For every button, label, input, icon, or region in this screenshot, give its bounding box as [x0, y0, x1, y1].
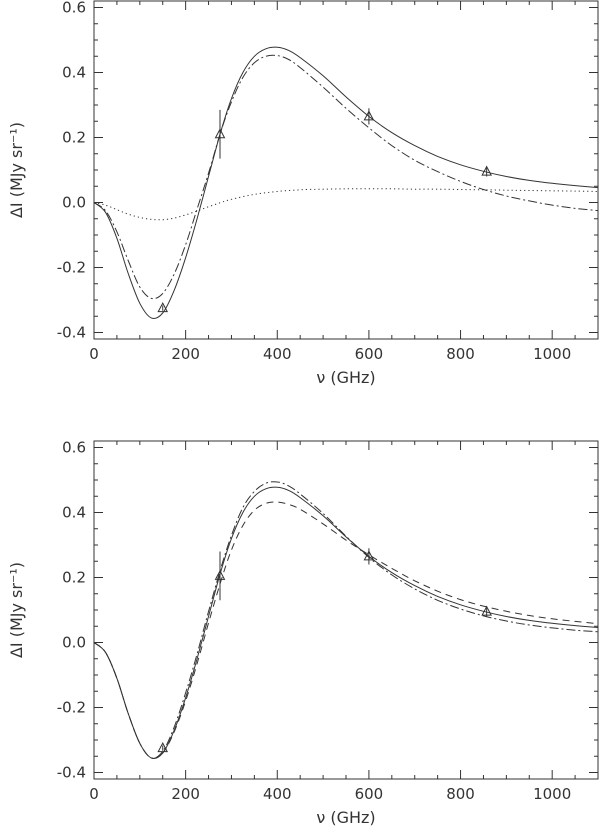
plot-frame: [93, 440, 599, 780]
x-tick-label: 1000: [533, 345, 571, 363]
y-tick-label: 0.6: [62, 0, 86, 17]
y-axis-label: ΔI (MJy sr⁻¹): [7, 562, 26, 658]
y-tick-label: 0.4: [62, 504, 86, 522]
x-tick-label: 400: [263, 785, 292, 803]
y-tick-label: -0.2: [57, 259, 86, 277]
data-point-triangle: [157, 302, 169, 313]
x-tick-label: 200: [171, 785, 200, 803]
y-tick-label: 0.6: [62, 439, 86, 457]
series-line-dash-dot: [94, 481, 598, 759]
x-tick-label: 200: [171, 345, 200, 363]
x-tick-label: 0: [89, 345, 99, 363]
x-tick-label: 1000: [533, 785, 571, 803]
y-tick-label: 0.0: [62, 634, 86, 652]
y-tick-label: 0.2: [62, 569, 86, 587]
plot-frame: [93, 0, 599, 340]
x-tick-label: 600: [355, 785, 384, 803]
x-axis-label: ν (GHz): [316, 368, 375, 387]
y-tick-label: 0.0: [62, 194, 86, 212]
y-tick-label: -0.4: [57, 324, 86, 342]
series-line-dotted: [94, 188, 598, 221]
y-tick-label: 0.2: [62, 129, 86, 147]
bottom-panel: 0 200 400 600 800 1000 -0.4 -0.2 0.0 0.2 0.4 0.6 ν (…: [7, 439, 599, 827]
data-point-triangle: [214, 569, 226, 580]
x-tick-label: 0: [89, 785, 99, 803]
series-line-solid: [94, 486, 598, 759]
y-tick-label: -0.4: [57, 764, 86, 782]
y-axis-label: ΔI (MJy sr⁻¹): [7, 122, 26, 218]
y-tick-label: 0.4: [62, 64, 86, 82]
data-point-triangle: [363, 110, 375, 121]
x-tick-label: 800: [446, 345, 475, 363]
x-tick-label: 400: [263, 345, 292, 363]
x-tick-label: 600: [355, 345, 384, 363]
data-point-triangle: [157, 742, 169, 753]
data-point-triangle: [481, 605, 492, 616]
data-point-triangle: [481, 165, 492, 176]
series-line-dashed: [94, 501, 598, 759]
top-panel: 0 200 400 600 800 1000 -0.4 -0.2 0.0 0.2 0.4 0.6 ν (…: [7, 0, 599, 387]
x-tick-label: 800: [446, 785, 475, 803]
x-axis-label: ν (GHz): [316, 808, 375, 827]
data-point-triangle: [214, 128, 226, 139]
series-line-solid: [94, 46, 598, 319]
series-line-dash-dot: [94, 54, 598, 300]
data-point-triangle: [363, 550, 375, 561]
y-tick-label: -0.2: [57, 699, 86, 717]
